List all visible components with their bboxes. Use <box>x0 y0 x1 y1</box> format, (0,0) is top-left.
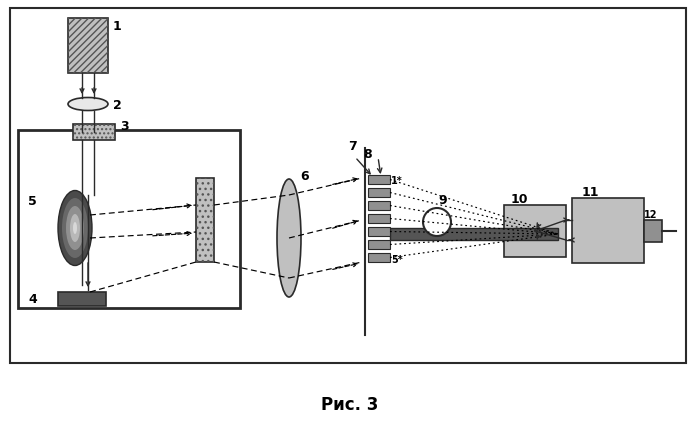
Bar <box>68 18 108 73</box>
Text: 4: 4 <box>28 293 37 306</box>
Text: 8: 8 <box>363 148 373 161</box>
Bar <box>390 228 558 240</box>
Text: 9: 9 <box>438 194 447 207</box>
Text: 1: 1 <box>113 20 122 33</box>
Bar <box>58 292 106 306</box>
Ellipse shape <box>73 222 77 234</box>
Text: 11: 11 <box>582 186 600 199</box>
Bar <box>368 175 390 184</box>
Ellipse shape <box>68 98 108 110</box>
Bar <box>504 205 566 257</box>
Ellipse shape <box>62 198 88 258</box>
Bar <box>368 201 390 210</box>
Ellipse shape <box>58 191 92 266</box>
Text: 5: 5 <box>28 195 37 208</box>
Text: 5*: 5* <box>391 255 403 265</box>
Bar <box>73 124 115 140</box>
Ellipse shape <box>277 179 301 297</box>
Bar <box>68 18 108 73</box>
Text: 6: 6 <box>300 170 309 183</box>
Bar <box>368 214 390 223</box>
Ellipse shape <box>70 214 80 242</box>
Bar <box>368 240 390 249</box>
Bar <box>368 188 390 197</box>
Text: 2: 2 <box>113 99 122 112</box>
Bar <box>368 253 390 262</box>
Bar <box>18 130 240 308</box>
Text: 3: 3 <box>120 120 129 133</box>
Ellipse shape <box>66 206 84 250</box>
Text: Рис. 3: Рис. 3 <box>322 396 379 414</box>
Circle shape <box>423 208 451 236</box>
Bar <box>73 124 115 140</box>
Bar <box>368 227 390 236</box>
Bar <box>10 8 686 363</box>
Text: 10: 10 <box>511 193 528 206</box>
Bar <box>196 178 214 262</box>
Text: 1*: 1* <box>391 176 403 186</box>
Text: 7: 7 <box>348 140 356 153</box>
Bar <box>196 178 214 262</box>
Bar <box>644 220 662 242</box>
Text: 12: 12 <box>644 210 658 220</box>
Bar <box>572 198 644 263</box>
